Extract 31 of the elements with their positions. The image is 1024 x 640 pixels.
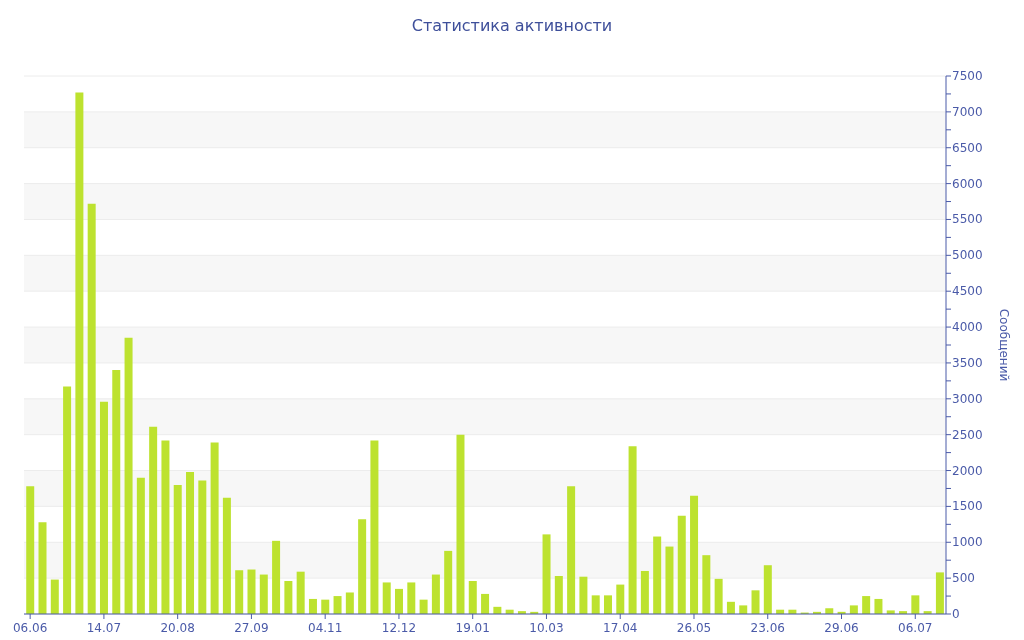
x-tick-label: 06.06 xyxy=(12,621,48,635)
x-tick-label: 20.08 xyxy=(160,621,195,635)
y-tick-label: 5500 xyxy=(952,212,983,227)
x-tick-label: 29.06 xyxy=(824,621,859,635)
x-tick-label: 26.05 xyxy=(676,621,712,635)
y-tick-label: 4000 xyxy=(952,320,983,335)
y-tick-label: 2000 xyxy=(952,463,983,478)
x-tick-label: 17.04 xyxy=(603,621,638,635)
x-tick-label: 06.07 xyxy=(898,621,933,635)
chart-title: Статистика активности xyxy=(410,15,614,37)
y-tick-label: 6500 xyxy=(952,140,983,155)
y-tick-label: 7500 xyxy=(952,69,983,83)
x-tick-label: 23.06 xyxy=(750,621,785,635)
y-tick-label: 0 xyxy=(952,607,960,621)
x-tick-label: 27.09 xyxy=(234,621,269,635)
x-tick-label: 14.07 xyxy=(86,621,122,635)
y-tick-label: 7000 xyxy=(952,104,983,119)
y-axis-title: Сообщений xyxy=(996,308,1011,382)
x-tick-label: 10.03 xyxy=(529,621,564,635)
y-tick-label: 3000 xyxy=(952,391,983,406)
y-tick-label: 4500 xyxy=(952,284,983,299)
y-tick-label: 3500 xyxy=(952,355,983,370)
y-tick-label: 6000 xyxy=(952,176,983,191)
y-tick-label: 5000 xyxy=(952,248,983,263)
x-tick-label: 04.11 xyxy=(308,621,343,635)
y-tick-label: 1000 xyxy=(952,535,983,550)
y-tick-label: 500 xyxy=(952,571,975,586)
x-tick-label: 19.01 xyxy=(455,621,490,635)
x-tick-label: 12.12 xyxy=(381,621,417,635)
y-tick-label: 2500 xyxy=(952,427,983,442)
y-tick-label: 1500 xyxy=(952,499,983,514)
